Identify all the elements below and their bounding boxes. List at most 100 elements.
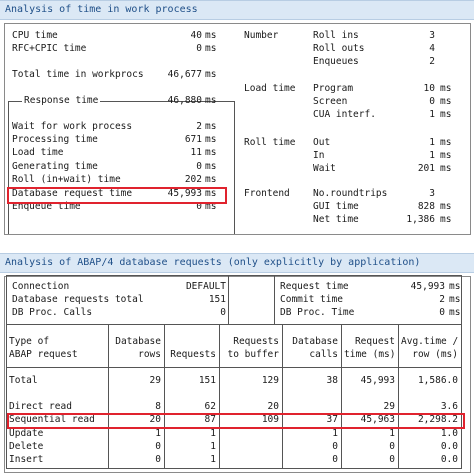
stat-label: CUA interf. <box>313 109 376 120</box>
stat-unit: ms <box>440 150 452 161</box>
stat-value: 3 <box>429 30 435 41</box>
stat-label: Out <box>313 137 331 148</box>
stat-unit: ms <box>440 109 452 120</box>
row-value: 109 <box>261 414 279 425</box>
work-process-panel <box>4 23 471 235</box>
time-unit: ms <box>205 161 217 172</box>
summary-value: 45,993 <box>410 281 445 292</box>
row-value: 29 <box>383 401 395 412</box>
row-value: 38 <box>326 375 338 386</box>
column-header: ABAP request <box>9 349 78 360</box>
group-label-load-time: Load time <box>244 83 296 94</box>
section1-header: Analysis of time in work process <box>0 0 474 20</box>
row-value: 20 <box>149 414 161 425</box>
row-value: 20 <box>267 401 279 412</box>
time-value: 0 <box>196 201 202 212</box>
time-value: 45,993 <box>167 188 202 199</box>
table-col-divider <box>398 324 399 469</box>
time-unit: ms <box>205 174 217 185</box>
time-label: CPU time <box>12 30 58 41</box>
time-value: 46,880 <box>167 95 202 106</box>
time-value: 202 <box>184 174 202 185</box>
row-value: 45,963 <box>360 414 395 425</box>
stat-value: 4 <box>429 43 435 54</box>
column-header: Requests <box>233 336 279 347</box>
row-value: 0 <box>332 441 338 452</box>
stat-value: 1 <box>429 109 435 120</box>
time-unit: ms <box>205 134 217 145</box>
row-value: 37 <box>326 414 338 425</box>
row-value: 1 <box>332 428 338 439</box>
column-header: rows <box>138 349 161 360</box>
row-type-label: Total <box>9 375 38 386</box>
time-label: Roll (in+wait) time <box>12 174 121 185</box>
time-label: Total time in workprocs <box>12 69 144 80</box>
stat-value: 1 <box>429 150 435 161</box>
stat-value: 3 <box>429 188 435 199</box>
db-requests-panel <box>4 276 471 473</box>
time-label: Response time <box>22 95 101 107</box>
summary-label: Commit time <box>280 294 343 305</box>
time-label: Generating time <box>12 161 98 172</box>
row-value: 1 <box>155 428 161 439</box>
row-value: 0.0 <box>440 441 458 452</box>
stat-value: 828 <box>417 201 435 212</box>
stat-unit: ms <box>440 96 452 107</box>
summary-divider <box>274 275 275 324</box>
column-header: Database <box>115 336 161 347</box>
summary-unit: ms <box>449 307 461 318</box>
group-label-number: Number <box>244 30 279 41</box>
stat-unit: ms <box>440 137 452 148</box>
summary-value: 151 <box>208 294 226 305</box>
stat-unit: ms <box>440 214 452 225</box>
section1-title: Analysis of time in work process <box>5 4 198 15</box>
time-label: Database request time <box>12 188 133 199</box>
time-value: 2 <box>196 121 202 132</box>
table-col-divider <box>108 324 109 469</box>
row-value: 1.0 <box>440 428 458 439</box>
summary-label: Request time <box>280 281 349 292</box>
row-value: 0 <box>389 441 395 452</box>
summary-label: Connection <box>12 281 70 292</box>
summary-label: DB Proc. Time <box>280 307 355 318</box>
time-label: Load time <box>12 147 64 158</box>
stat-value: 2 <box>429 56 435 67</box>
row-value: 129 <box>261 375 279 386</box>
row-value: 29 <box>149 375 161 386</box>
summary-label: Database requests total <box>12 294 144 305</box>
column-header: time (ms) <box>344 349 396 360</box>
stat-label: In <box>313 150 325 161</box>
table-col-divider <box>164 324 165 469</box>
time-unit: ms <box>205 188 217 199</box>
column-header: Request <box>354 336 395 347</box>
summary-divider <box>228 275 229 324</box>
summary-unit: ms <box>449 281 461 292</box>
stat-label: Net time <box>313 214 359 225</box>
time-unit: ms <box>205 121 217 132</box>
column-header: calls <box>309 349 338 360</box>
summary-value: 0 <box>220 307 226 318</box>
table-col-divider <box>461 275 462 469</box>
time-unit: ms <box>205 147 217 158</box>
row-value: 0 <box>155 454 161 465</box>
column-header: Type of <box>9 336 50 347</box>
summary-value: 2 <box>439 294 445 305</box>
column-header: to buffer <box>227 349 279 360</box>
table-border-bottom <box>6 468 462 469</box>
section2-title: Analysis of ABAP/4 database requests (on… <box>5 257 421 268</box>
row-value: 0.0 <box>440 454 458 465</box>
time-value: 40 <box>190 30 202 41</box>
table-col-divider <box>341 324 342 469</box>
table-header-top <box>6 324 462 325</box>
group-label-roll-time: Roll time <box>244 137 296 148</box>
time-value: 0 <box>196 161 202 172</box>
summary-label: DB Proc. Calls <box>12 307 93 318</box>
column-header: Database <box>292 336 338 347</box>
stat-value: 10 <box>423 83 435 94</box>
row-type-label: Insert <box>9 454 44 465</box>
time-unit: ms <box>205 201 217 212</box>
time-unit: ms <box>205 43 217 54</box>
row-value: 87 <box>204 414 216 425</box>
summary-value: 0 <box>439 307 445 318</box>
row-value: 2,298.2 <box>417 414 458 425</box>
